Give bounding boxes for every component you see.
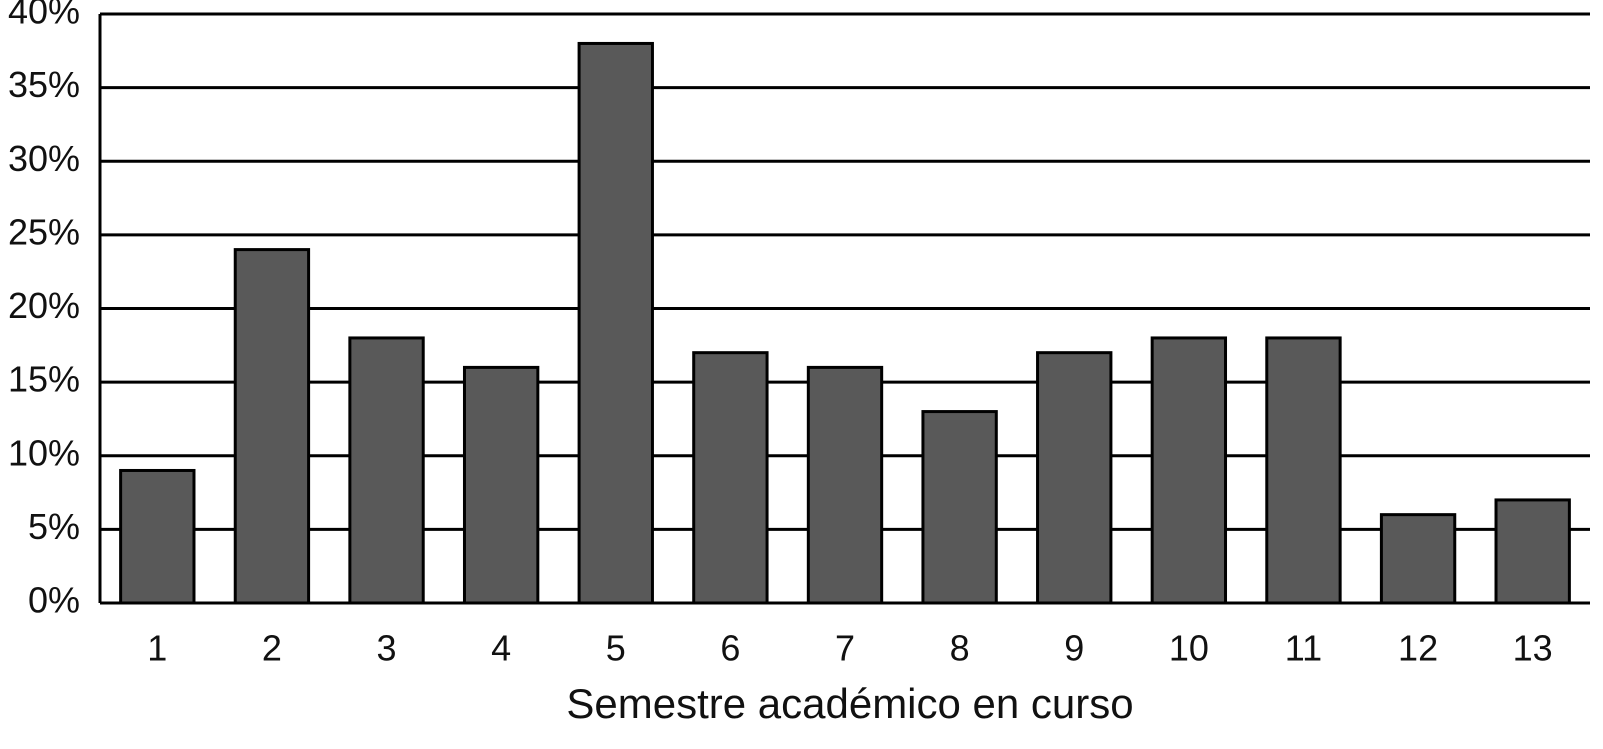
bar — [1379, 513, 1457, 605]
y-tick-label: 35% — [8, 64, 80, 105]
x-axis-title: Semestre académico en curso — [566, 680, 1133, 727]
x-tick-label: 1 — [147, 628, 167, 669]
bar — [462, 365, 540, 605]
x-tick-label: 5 — [606, 628, 626, 669]
bar — [692, 351, 769, 605]
x-tick-label: 3 — [377, 628, 397, 669]
x-tick-label: 12 — [1398, 628, 1438, 669]
y-tick-label: 25% — [8, 211, 80, 252]
bar — [806, 365, 884, 605]
bar — [577, 41, 654, 605]
y-tick-label: 5% — [28, 506, 80, 547]
x-tick-label: 4 — [491, 628, 511, 669]
x-tick-label: 9 — [1064, 628, 1084, 669]
bar — [1265, 336, 1342, 605]
bar — [921, 410, 998, 605]
y-tick-label: 40% — [8, 0, 80, 32]
x-tick-label: 2 — [262, 628, 282, 669]
y-tick-label: 0% — [28, 580, 80, 621]
bar — [1150, 336, 1228, 605]
bar — [119, 468, 196, 605]
y-tick-label: 20% — [8, 285, 80, 326]
x-tick-label: 6 — [720, 628, 740, 669]
x-tick-label: 7 — [835, 628, 855, 669]
y-tick-label: 15% — [8, 359, 80, 400]
y-tick-label: 10% — [8, 432, 80, 473]
y-tick-label: 30% — [8, 138, 80, 179]
x-tick-label: 13 — [1513, 628, 1553, 669]
bar — [1036, 351, 1113, 605]
x-tick-label: 10 — [1169, 628, 1209, 669]
bar — [1494, 498, 1571, 605]
bar — [233, 248, 311, 605]
bar — [348, 336, 425, 605]
x-tick-label: 8 — [950, 628, 970, 669]
x-tick-label: 11 — [1285, 628, 1322, 669]
